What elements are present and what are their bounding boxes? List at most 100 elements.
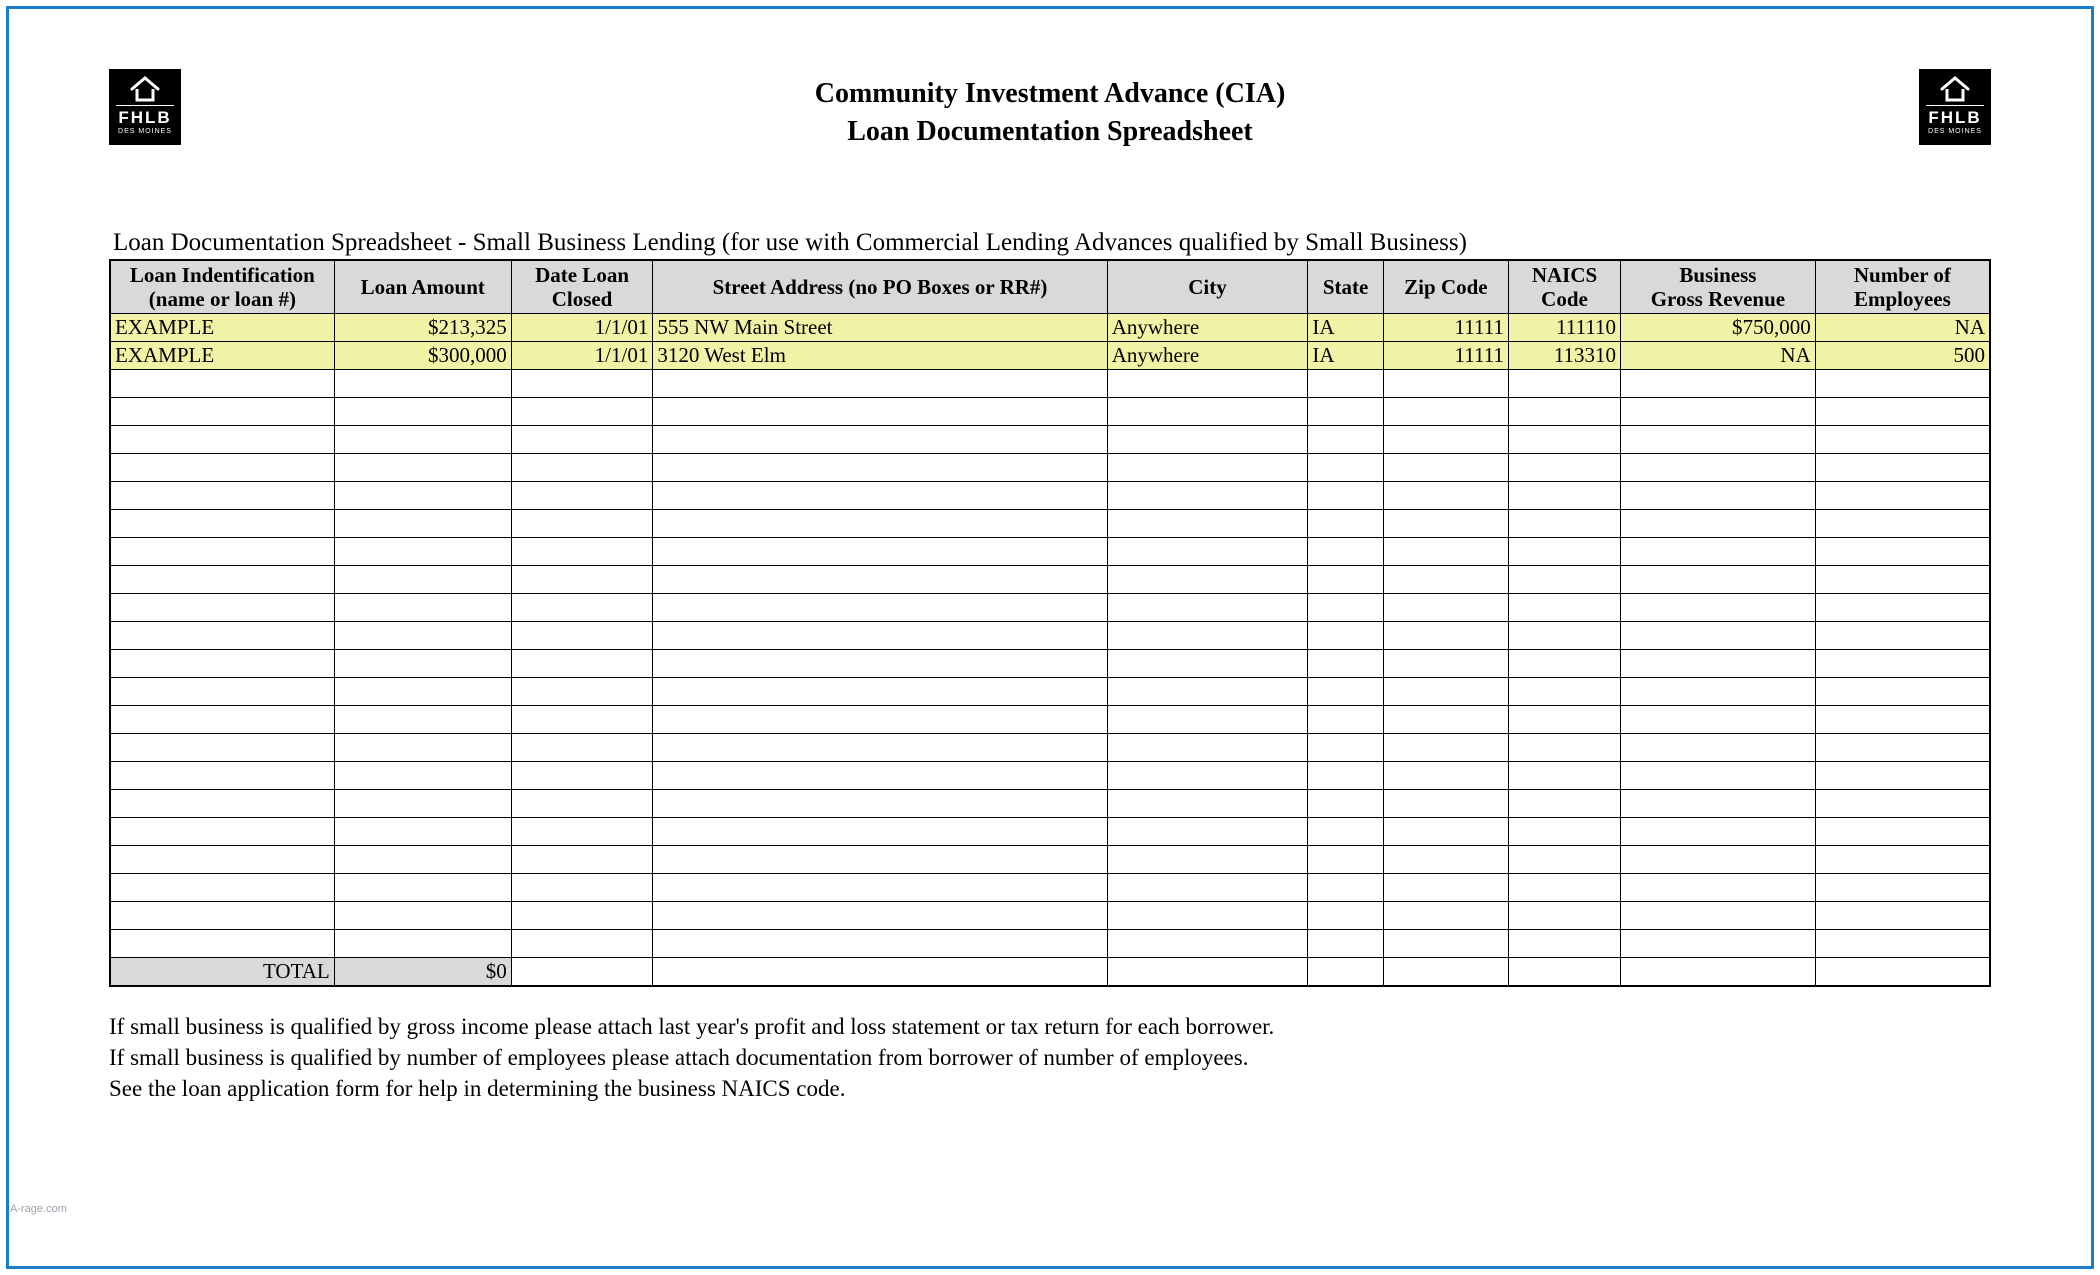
cell-state[interactable] (1308, 762, 1384, 790)
cell-rev[interactable] (1621, 706, 1816, 734)
cell-emp[interactable] (1815, 538, 1990, 566)
cell-id[interactable] (110, 538, 334, 566)
cell-date[interactable] (511, 930, 653, 958)
cell-zip[interactable] (1383, 370, 1508, 398)
cell-date[interactable] (511, 790, 653, 818)
cell-date[interactable] (511, 594, 653, 622)
cell-date[interactable] (511, 426, 653, 454)
cell-naics[interactable] (1508, 510, 1620, 538)
cell-state[interactable] (1308, 790, 1384, 818)
cell-emp[interactable] (1815, 706, 1990, 734)
cell-addr[interactable] (653, 762, 1107, 790)
cell-id[interactable] (110, 846, 334, 874)
cell-date[interactable] (511, 510, 653, 538)
cell-rev[interactable] (1621, 370, 1816, 398)
cell-id[interactable] (110, 370, 334, 398)
cell-date[interactable] (511, 370, 653, 398)
cell-date[interactable] (511, 622, 653, 650)
cell-addr[interactable] (653, 818, 1107, 846)
cell-naics[interactable] (1508, 930, 1620, 958)
cell-amt[interactable] (334, 510, 511, 538)
cell-rev[interactable] (1621, 762, 1816, 790)
cell-naics[interactable] (1508, 594, 1620, 622)
cell-date[interactable] (511, 902, 653, 930)
cell-naics[interactable] (1508, 818, 1620, 846)
cell-addr[interactable] (653, 930, 1107, 958)
cell-state[interactable] (1308, 538, 1384, 566)
cell-addr[interactable] (653, 874, 1107, 902)
cell-id[interactable] (110, 678, 334, 706)
cell-naics[interactable] (1508, 902, 1620, 930)
cell-date[interactable] (511, 482, 653, 510)
cell-addr[interactable] (653, 734, 1107, 762)
cell-emp[interactable] (1815, 482, 1990, 510)
cell-amt[interactable] (334, 622, 511, 650)
cell-addr[interactable] (653, 510, 1107, 538)
cell-amt[interactable] (334, 930, 511, 958)
cell-zip[interactable] (1383, 706, 1508, 734)
cell-city[interactable] (1107, 510, 1308, 538)
cell-amt[interactable] (334, 790, 511, 818)
cell-id[interactable] (110, 454, 334, 482)
cell-city[interactable] (1107, 650, 1308, 678)
cell-date[interactable] (511, 566, 653, 594)
cell-zip[interactable] (1383, 426, 1508, 454)
cell-zip[interactable] (1383, 930, 1508, 958)
cell-zip[interactable] (1383, 398, 1508, 426)
cell-emp[interactable] (1815, 566, 1990, 594)
cell-amt[interactable] (334, 426, 511, 454)
cell-zip[interactable] (1383, 734, 1508, 762)
cell-zip[interactable] (1383, 846, 1508, 874)
cell-amt[interactable] (334, 902, 511, 930)
cell-emp[interactable] (1815, 930, 1990, 958)
cell-amt[interactable] (334, 678, 511, 706)
cell-date[interactable] (511, 706, 653, 734)
cell-rev[interactable] (1621, 454, 1816, 482)
cell-id[interactable] (110, 902, 334, 930)
cell-zip[interactable] (1383, 566, 1508, 594)
cell-zip[interactable] (1383, 902, 1508, 930)
cell-id[interactable] (110, 706, 334, 734)
cell-amt[interactable] (334, 874, 511, 902)
cell-naics[interactable] (1508, 846, 1620, 874)
cell-emp[interactable] (1815, 510, 1990, 538)
cell-id[interactable] (110, 622, 334, 650)
cell-date[interactable] (511, 734, 653, 762)
cell-city[interactable] (1107, 706, 1308, 734)
cell-rev[interactable] (1621, 398, 1816, 426)
cell-city[interactable] (1107, 930, 1308, 958)
cell-naics[interactable] (1508, 370, 1620, 398)
cell-date[interactable] (511, 678, 653, 706)
cell-rev[interactable] (1621, 510, 1816, 538)
cell-emp[interactable] (1815, 874, 1990, 902)
cell-city[interactable] (1107, 398, 1308, 426)
cell-naics[interactable] (1508, 482, 1620, 510)
cell-state[interactable] (1308, 454, 1384, 482)
cell-emp[interactable] (1815, 790, 1990, 818)
cell-state[interactable] (1308, 706, 1384, 734)
cell-city[interactable] (1107, 370, 1308, 398)
cell-naics[interactable] (1508, 426, 1620, 454)
cell-state[interactable] (1308, 566, 1384, 594)
cell-date[interactable] (511, 650, 653, 678)
cell-amt[interactable] (334, 594, 511, 622)
cell-id[interactable] (110, 566, 334, 594)
cell-date[interactable] (511, 538, 653, 566)
cell-zip[interactable] (1383, 622, 1508, 650)
cell-id[interactable] (110, 650, 334, 678)
cell-naics[interactable] (1508, 762, 1620, 790)
cell-emp[interactable] (1815, 594, 1990, 622)
cell-zip[interactable] (1383, 790, 1508, 818)
cell-zip[interactable] (1383, 678, 1508, 706)
cell-state[interactable] (1308, 622, 1384, 650)
cell-emp[interactable] (1815, 734, 1990, 762)
cell-zip[interactable] (1383, 762, 1508, 790)
cell-emp[interactable] (1815, 622, 1990, 650)
cell-id[interactable] (110, 482, 334, 510)
cell-addr[interactable] (653, 622, 1107, 650)
cell-naics[interactable] (1508, 538, 1620, 566)
cell-naics[interactable] (1508, 454, 1620, 482)
cell-id[interactable] (110, 594, 334, 622)
cell-addr[interactable] (653, 678, 1107, 706)
cell-rev[interactable] (1621, 650, 1816, 678)
